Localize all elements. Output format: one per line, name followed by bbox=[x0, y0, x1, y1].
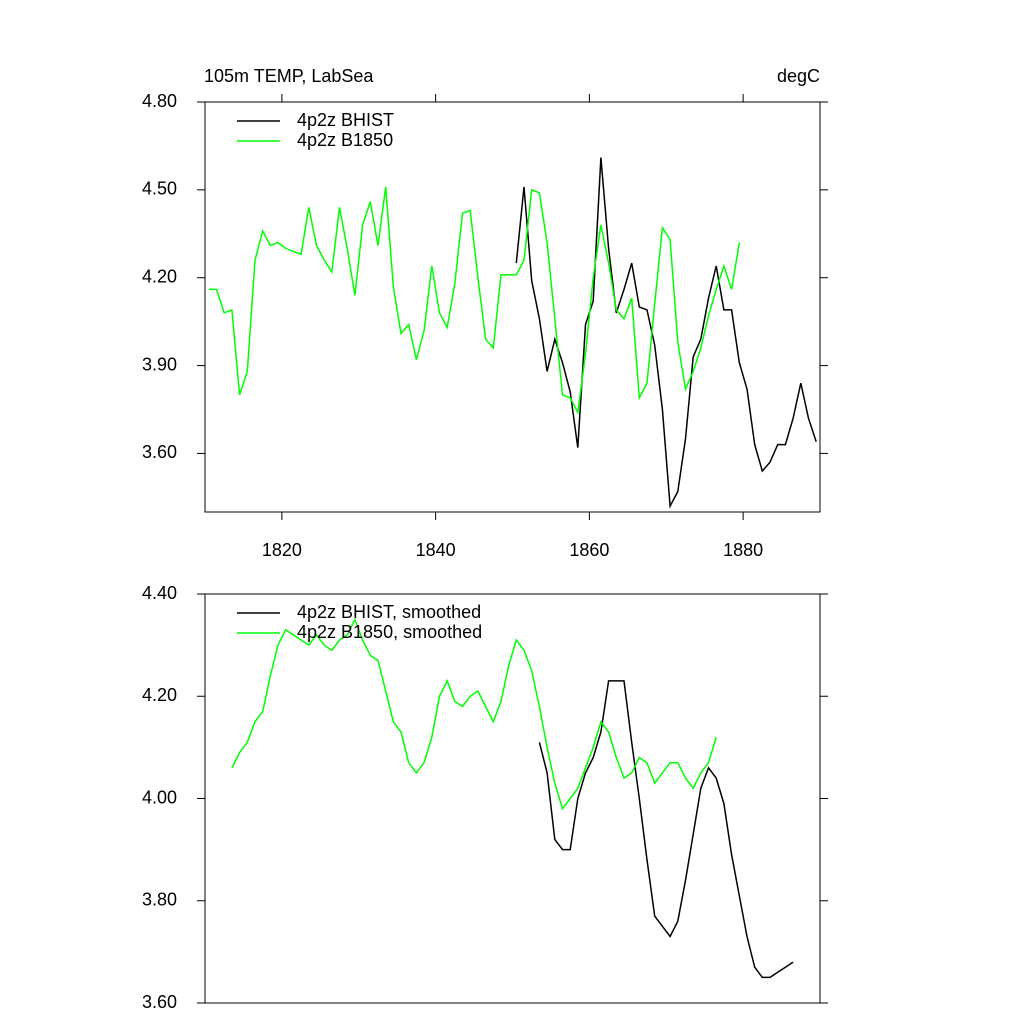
y-tick-label: 4.20 bbox=[142, 266, 177, 286]
x-tick-label: 1820 bbox=[262, 540, 302, 560]
x-tick-label: 1860 bbox=[569, 540, 609, 560]
y-tick-label: 3.90 bbox=[142, 354, 177, 374]
legend-label: 4p2z B1850, smoothed bbox=[297, 622, 482, 642]
y-tick-label: 3.80 bbox=[142, 890, 177, 910]
legend-label: 4p2z BHIST, smoothed bbox=[297, 602, 481, 622]
x-tick-label: 1840 bbox=[416, 540, 456, 560]
y-tick-label: 4.20 bbox=[142, 685, 177, 705]
y-tick-label: 4.80 bbox=[142, 91, 177, 111]
y-tick-label: 4.40 bbox=[142, 583, 177, 603]
series-line bbox=[231, 617, 717, 811]
x-tick-label: 1880 bbox=[723, 540, 763, 560]
series-line bbox=[538, 680, 794, 979]
series-line bbox=[208, 186, 741, 415]
units-label: degC bbox=[777, 66, 820, 86]
y-tick-label: 3.60 bbox=[142, 992, 177, 1012]
plot-frame bbox=[204, 101, 821, 513]
y-tick-label: 3.60 bbox=[142, 442, 177, 462]
legend-label: 4p2z B1850 bbox=[297, 130, 393, 150]
legend-label: 4p2z BHIST bbox=[297, 110, 394, 130]
y-tick-label: 4.00 bbox=[142, 787, 177, 807]
series-line bbox=[515, 157, 817, 509]
chart-title: 105m TEMP, LabSea bbox=[204, 66, 374, 86]
y-tick-label: 4.50 bbox=[142, 179, 177, 199]
